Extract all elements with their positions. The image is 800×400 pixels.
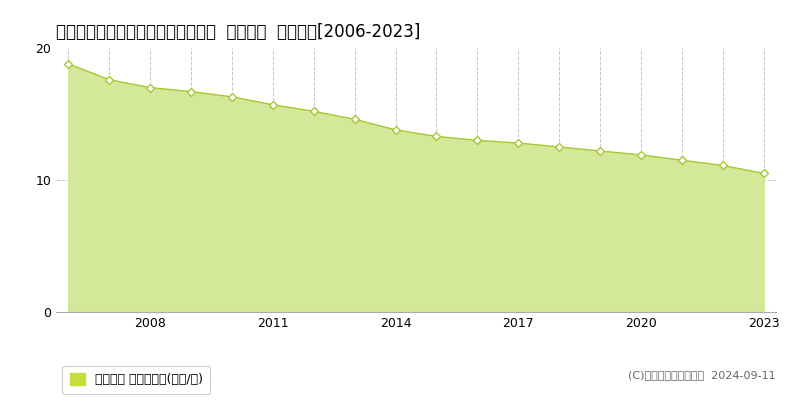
Text: 鹿児島県いちき串木野市曙町４番外  地価公示  地価推移[2006-2023]: 鹿児島県いちき串木野市曙町４番外 地価公示 地価推移[2006-2023] [56, 23, 420, 41]
Legend: 地価公示 平均坪単価(万円/坪): 地価公示 平均坪単価(万円/坪) [62, 366, 210, 394]
Text: (C)土地価格ドットコム  2024-09-11: (C)土地価格ドットコム 2024-09-11 [628, 370, 776, 380]
